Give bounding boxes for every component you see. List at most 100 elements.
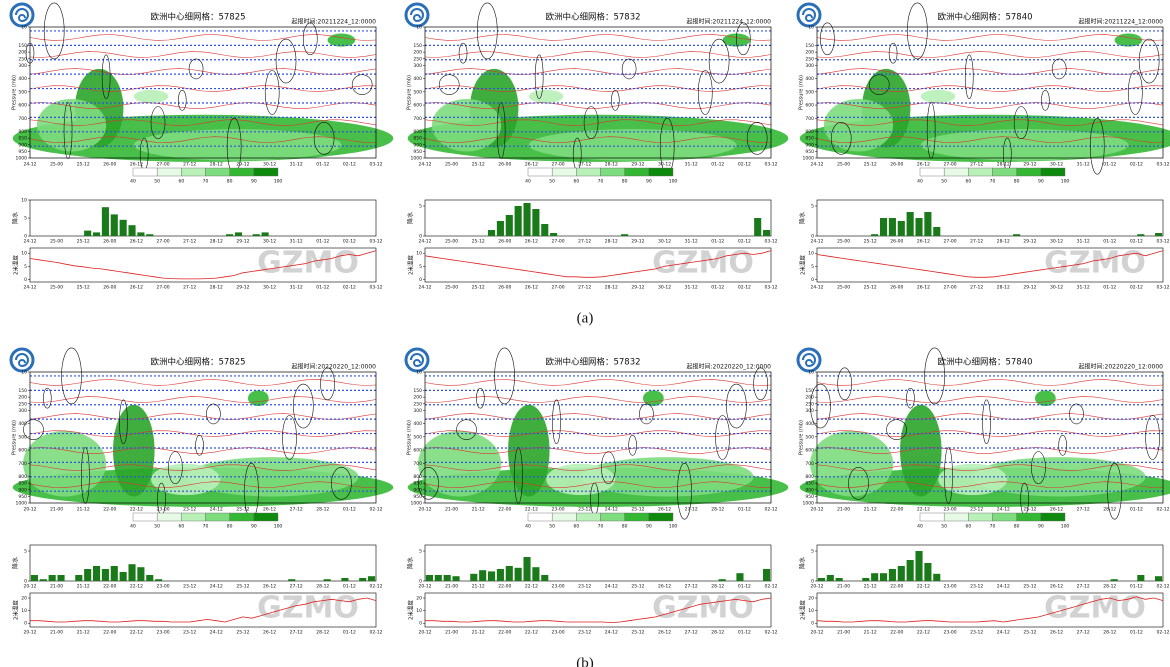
precip-bar (75, 575, 83, 581)
contour (195, 435, 204, 456)
precip-frame (816, 199, 1164, 237)
x-tick-label: 25-12 (631, 507, 644, 513)
humidity-area (920, 89, 956, 103)
contour (458, 42, 468, 64)
y-tick-label: 1000 (16, 156, 28, 162)
y-tick-label: 20 (808, 596, 814, 602)
precip-bar (1137, 234, 1145, 236)
precip-bar (906, 560, 914, 581)
y-tick-label: 200 (805, 50, 814, 56)
x-tick-label: 26-12 (658, 630, 671, 636)
precip-bar (514, 206, 522, 236)
colorbar-swatch (205, 512, 230, 522)
x-tick-label: 26-12 (525, 162, 538, 168)
y-tick-label: 0 (811, 579, 814, 585)
x-tick-label: 30-12 (263, 162, 276, 168)
x-tick-label: 26-00 (498, 239, 511, 245)
humidity-area (247, 390, 269, 407)
colorbar-label: 90 (251, 524, 257, 530)
x-tick-label: 27-12 (578, 285, 591, 291)
y-axis-label: Pressure (mb) (12, 75, 18, 110)
x-tick-label: 31-12 (1077, 285, 1090, 291)
x-tick-label: 27-12 (970, 285, 983, 291)
y-tick-label: 10 (416, 25, 422, 31)
y-tick-label: 300 (805, 63, 814, 69)
colorbar-swatch (527, 167, 553, 177)
contour (753, 367, 768, 401)
humidity-area (528, 129, 737, 161)
contour (476, 387, 485, 409)
colorbar-swatch (968, 512, 993, 522)
x-tick-label: 25-12 (631, 630, 644, 636)
isotherm (424, 68, 772, 75)
x-tick-label: 24-12 (810, 162, 823, 168)
colorbar-label: 50 (941, 524, 947, 530)
y-tick-label: 850 (805, 481, 814, 487)
precip-bar (155, 579, 163, 581)
x-tick-label: 23-00 (944, 584, 957, 590)
y-tick-label: 800 (413, 129, 422, 135)
y-axis-label: Pressure (mb) (407, 420, 413, 455)
y-tick-label: 150 (805, 43, 814, 49)
colorbar-label: 70 (990, 524, 996, 530)
x-tick-label: 03-12 (1156, 239, 1169, 245)
humidity-area (133, 129, 342, 161)
x-tick-label: 26-12 (525, 239, 538, 245)
y-tick-label: 500 (18, 434, 27, 440)
x-tick-label: 20-12 (23, 630, 36, 636)
panel-title: 欧洲中心细网格：57840 (937, 12, 1032, 23)
y-tick-label: 900 (18, 487, 27, 493)
precip-frame (816, 544, 1164, 582)
isotherm (29, 102, 377, 109)
x-tick-label: 23-12 (183, 507, 196, 513)
precip-bar (101, 569, 109, 581)
watermark: GZMO (652, 246, 754, 281)
contour (1128, 70, 1143, 115)
colorbar-label: 60 (965, 524, 971, 530)
colorbar-label: 60 (178, 179, 184, 185)
x-tick-label: 02-12 (764, 630, 777, 636)
y-tick-label: 5 (24, 216, 27, 222)
x-tick-label: 24-12 (997, 630, 1010, 636)
x-tick-label: 22-00 (498, 507, 511, 513)
x-tick-label: 22-12 (130, 584, 143, 590)
precip-bar (523, 557, 531, 581)
colorbar-swatch (253, 167, 279, 177)
y-tick-label: 950 (18, 494, 27, 500)
x-tick-label: 28-12 (316, 584, 329, 590)
x-tick-label: 02-12 (1156, 507, 1169, 513)
x-tick-label: 30-12 (1050, 239, 1063, 245)
panel: 欧洲中心细网格：57825 起报时间:20211224_12:0000101502… (9, 2, 394, 291)
y-axis-label: 2米温度 (12, 255, 20, 275)
x-tick-label: 23-12 (578, 584, 591, 590)
x-tick-label: 29-12 (1023, 285, 1036, 291)
contour (177, 90, 187, 111)
contour (150, 106, 166, 139)
contour (982, 399, 991, 445)
y-axis-label: 降水 (799, 212, 807, 224)
precip-bar (261, 232, 269, 236)
colorbar-label: 70 (990, 179, 996, 185)
x-tick-label: 25-12 (77, 162, 90, 168)
x-tick-label: 28-12 (1103, 630, 1116, 636)
precip-bar (110, 566, 118, 581)
x-tick-label: 02-12 (1130, 239, 1143, 245)
colorbar-label: 100 (1061, 524, 1070, 530)
colorbar-swatch (156, 167, 182, 177)
colorbar-swatch (551, 167, 577, 177)
temp-frame (29, 247, 377, 283)
y-axis-label: 降水 (407, 212, 415, 224)
humidity-area (810, 430, 894, 497)
x-tick-label: 26-12 (917, 162, 930, 168)
x-tick-label: 27-12 (1077, 584, 1090, 590)
x-tick-label: 20-12 (23, 507, 36, 513)
x-tick-label: 02-12 (1130, 162, 1143, 168)
x-tick-label: 25-12 (236, 630, 249, 636)
x-tick-label: 01-12 (738, 507, 751, 513)
precip-bar (1155, 233, 1163, 236)
x-tick-label: 25-12 (1023, 507, 1036, 513)
precip-bar (479, 570, 487, 581)
y-tick-label: 250 (805, 56, 814, 62)
y-tick-label: 150 (18, 43, 27, 49)
y-axis-label: 2米温度 (799, 255, 807, 275)
